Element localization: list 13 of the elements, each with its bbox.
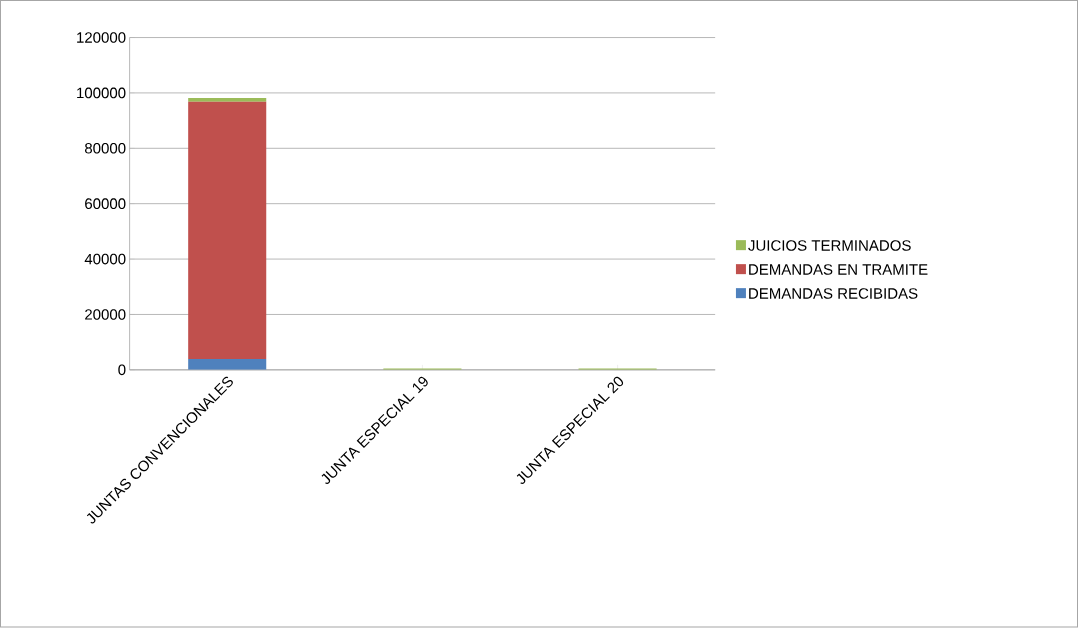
legend-label: DEMANDAS RECIBIDAS bbox=[749, 288, 918, 299]
y-tick-label: 80000 bbox=[85, 143, 126, 154]
bar bbox=[188, 359, 267, 371]
y-tick-label: 120000 bbox=[77, 32, 126, 44]
y-tick-label: 40000 bbox=[84, 253, 126, 265]
y-tick-label: 0 bbox=[118, 364, 126, 376]
legend-label: JUICIOS TERMINADOS bbox=[748, 240, 911, 251]
y-tick-label: 60000 bbox=[85, 198, 126, 210]
bar bbox=[188, 101, 267, 360]
legend-label: DEMANDAS EN TRAMITE bbox=[749, 264, 928, 275]
y-tick-label: 100000 bbox=[77, 87, 126, 99]
bar bbox=[188, 98, 267, 102]
y-tick-label: 20000 bbox=[85, 309, 126, 320]
